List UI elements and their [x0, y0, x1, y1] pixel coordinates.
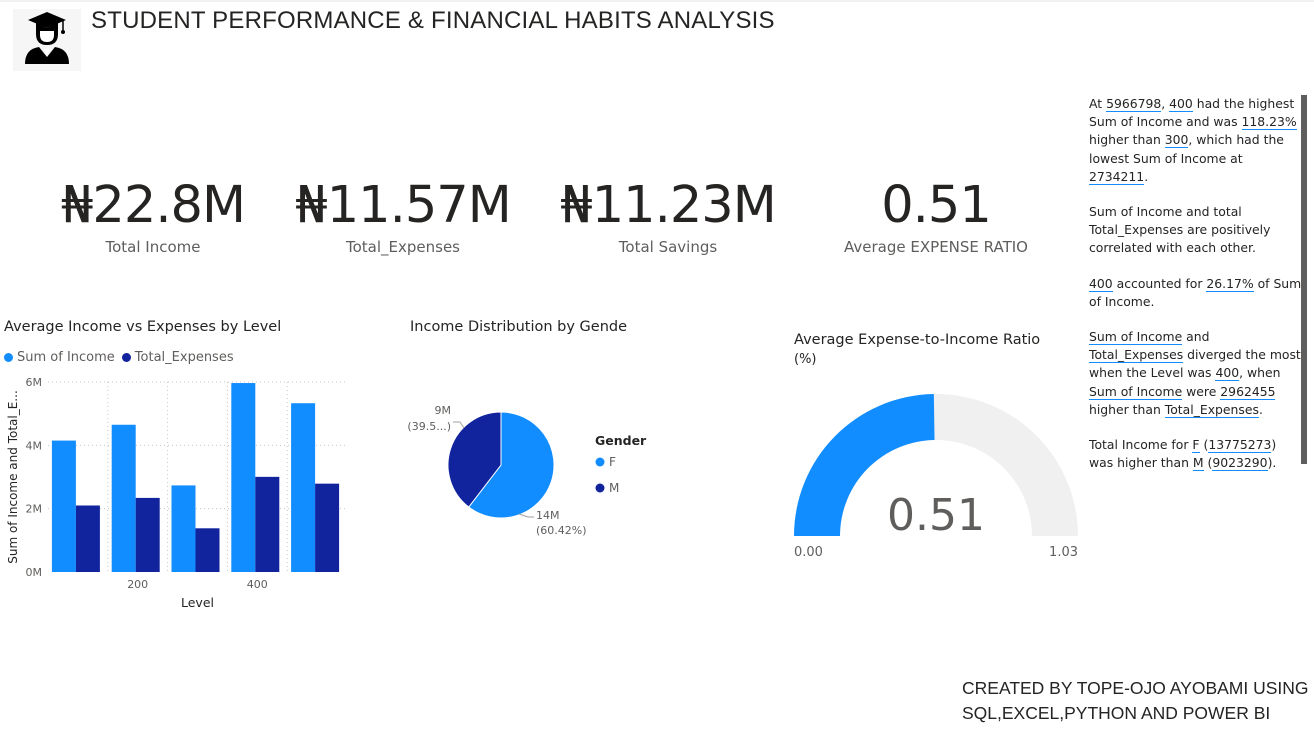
- x-axis-title: Level: [181, 595, 214, 610]
- narrative-paragraph: Sum of Income and total Total_Expenses a…: [1089, 204, 1271, 256]
- gauge-chart[interactable]: 0.51 0.00 1.03: [780, 380, 1092, 570]
- legend-f-dot: [595, 457, 605, 467]
- pie-leader-line: [518, 513, 534, 518]
- gauge-fill: [794, 394, 935, 536]
- legend-f-label: F: [609, 455, 616, 469]
- kpi-total-income[interactable]: ₦22.8M Total Income: [53, 176, 253, 257]
- kpi-label: Total Income: [105, 238, 201, 256]
- legend-m-dot: [595, 483, 605, 493]
- kpi-average-expense-ratio[interactable]: 0.51 Average EXPENSE RATIO: [826, 176, 1046, 257]
- student-graduate-icon: [13, 9, 81, 71]
- narrative-paragraph: Sum of Income and Total_Expenses diverge…: [1089, 329, 1301, 418]
- kpi-label: Total Savings: [618, 238, 718, 256]
- pie-legend-title: Gender: [595, 433, 647, 448]
- legend-expenses-label: Total_Expenses: [134, 350, 234, 365]
- pie-label-value: 9M: [435, 404, 452, 417]
- bar-expenses: [315, 483, 340, 572]
- gauge-max-label: 1.03: [1049, 545, 1078, 560]
- kpi-total-expenses[interactable]: ₦11.57M Total_Expenses: [278, 176, 528, 257]
- footer-line2: SQL,EXCEL,PYTHON AND POWER BI: [962, 703, 1271, 723]
- pie-chart-title: Income Distribution by Gende: [410, 319, 628, 335]
- legend-expenses-dot: [121, 353, 131, 362]
- pie-chart[interactable]: 14M (60.42%) 9M (39.5...) Gender FM: [400, 390, 670, 550]
- footer-line1: CREATED BY TOPE-OJO AYOBAMI USING: [962, 678, 1309, 698]
- x-tick-label: 200: [127, 578, 148, 591]
- y-tick-label: 6M: [26, 376, 43, 389]
- x-tick-label: 400: [247, 578, 268, 591]
- bar-expenses: [135, 497, 160, 572]
- pie-slice-f: [468, 411, 555, 519]
- y-tick-label: 0M: [26, 566, 43, 579]
- gauge-min-label: 0.00: [794, 545, 823, 560]
- gauge-title-line1: Average Expense-to-Income Ratio: [794, 332, 1041, 348]
- kpi-value: 0.51: [881, 176, 992, 235]
- bar-chart[interactable]: 0M 2M 4M 6M 200 400 Level Sum of Income and Tot…: [0, 368, 360, 618]
- kpi-value: ₦11.57M: [295, 176, 511, 235]
- pie-label-percent: (60.42%): [536, 524, 587, 537]
- y-axis-title: Sum of Income and Total_E...: [6, 390, 20, 564]
- gauge-value: 0.51: [887, 490, 985, 541]
- y-tick-label: 2M: [26, 503, 43, 516]
- kpi-value: ₦11.23M: [560, 176, 776, 235]
- pie-slice-m: [447, 411, 502, 508]
- legend-income-dot: [4, 353, 13, 362]
- top-border: [0, 0, 1314, 2]
- kpi-label: Average EXPENSE RATIO: [844, 238, 1028, 256]
- footer-credit: CREATED BY TOPE-OJO AYOBAMI USING SQL,EX…: [962, 676, 1309, 726]
- dashboard-title: STUDENT PERFORMANCE & FINANCIAL HABITS A…: [91, 7, 775, 34]
- narrative-paragraph: At 5966798, 400 had the highest Sum of I…: [1089, 96, 1297, 185]
- narrative-paragraph: Total Income for F (13775273) was higher…: [1089, 437, 1277, 472]
- bar-expenses: [75, 505, 100, 572]
- kpi-value: ₦22.8M: [60, 176, 246, 235]
- bar-income: [51, 440, 76, 572]
- narrative-scrollbar[interactable]: [1301, 95, 1307, 464]
- legend-m-label: M: [609, 481, 619, 495]
- gauge-title-line2: (%): [794, 352, 817, 367]
- bar-income: [111, 424, 136, 572]
- y-tick-label: 4M: [26, 439, 43, 452]
- bar-chart-legend[interactable]: Sum of Income Total_Expenses: [4, 350, 234, 365]
- pie-leader-line: [453, 421, 465, 429]
- bar-expenses: [195, 528, 220, 572]
- bar-income: [231, 383, 256, 572]
- smart-narrative: At 5966798, 400 had the highest Sum of I…: [1089, 95, 1304, 489]
- bar-income: [291, 403, 316, 572]
- pie-label-percent: (39.5...): [407, 420, 451, 433]
- narrative-paragraph: 400 accounted for 26.17% of Sum of Incom…: [1089, 275, 1302, 309]
- gauge-title: Average Expense-to-Income Ratio (%): [794, 331, 1040, 369]
- kpi-total-savings[interactable]: ₦11.23M Total Savings: [543, 176, 793, 257]
- bar-expenses: [255, 476, 280, 572]
- legend-income-label: Sum of Income: [17, 350, 115, 365]
- bar-chart-title: Average Income vs Expenses by Level: [4, 319, 282, 335]
- pie-label-value: 14M: [536, 509, 560, 522]
- bar-income: [171, 485, 196, 572]
- kpi-label: Total_Expenses: [345, 238, 460, 256]
